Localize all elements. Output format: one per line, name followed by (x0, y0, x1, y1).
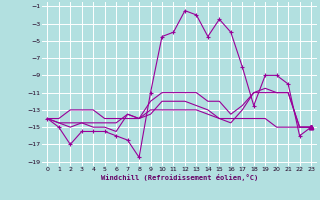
X-axis label: Windchill (Refroidissement éolien,°C): Windchill (Refroidissement éolien,°C) (100, 174, 258, 181)
